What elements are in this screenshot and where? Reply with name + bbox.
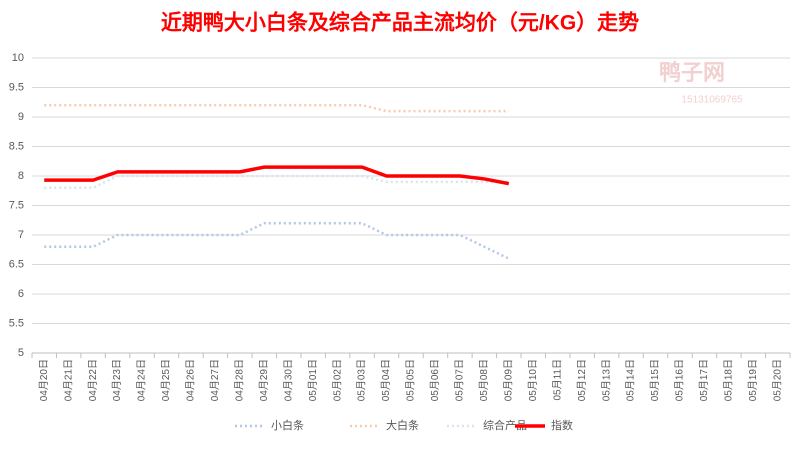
x-tick-label: 05月18日 bbox=[723, 359, 735, 401]
y-tick-label: 9.5 bbox=[9, 81, 24, 93]
x-tick-label: 04月30日 bbox=[282, 359, 294, 401]
x-tick-label: 04月21日 bbox=[62, 359, 74, 401]
y-tick-label: 9 bbox=[18, 111, 24, 123]
legend-label: 大白条 bbox=[386, 418, 419, 432]
x-tick-label: 05月02日 bbox=[331, 359, 343, 401]
legend-label: 指数 bbox=[551, 418, 573, 432]
watermark: 15131069765 bbox=[681, 95, 743, 106]
x-tick-label: 04月27日 bbox=[209, 359, 221, 401]
x-tick-label: 04月26日 bbox=[185, 359, 197, 401]
y-tick-label: 5.5 bbox=[9, 317, 24, 329]
y-tick-label: 5 bbox=[18, 347, 24, 359]
legend-label: 小白条 bbox=[271, 418, 304, 432]
x-tick-label: 05月10日 bbox=[527, 359, 539, 401]
x-tick-label: 05月05日 bbox=[405, 359, 417, 401]
x-tick-label: 05月14日 bbox=[625, 359, 637, 401]
x-tick-label: 05月11日 bbox=[551, 359, 563, 401]
y-tick-label: 8 bbox=[18, 170, 24, 182]
x-tick-label: 05月16日 bbox=[674, 359, 686, 401]
x-tick-label: 05月15日 bbox=[649, 359, 661, 401]
x-tick-label: 05月07日 bbox=[454, 359, 466, 401]
y-tick-label: 8.5 bbox=[9, 140, 24, 152]
x-tick-label: 04月24日 bbox=[136, 359, 148, 401]
y-tick-label: 10 bbox=[12, 52, 24, 64]
x-tick-label: 05月19日 bbox=[747, 359, 759, 401]
x-tick-label: 05月01日 bbox=[307, 359, 319, 401]
chart-title: 近期鸭大小白条及综合产品主流均价（元/KG）走势 bbox=[161, 11, 639, 35]
y-tick-label: 6 bbox=[18, 288, 24, 300]
x-tick-label: 05月12日 bbox=[576, 359, 588, 401]
y-tick-label: 7 bbox=[18, 229, 24, 241]
series-line bbox=[44, 165, 510, 186]
x-tick-label: 04月29日 bbox=[258, 359, 270, 401]
x-tick-label: 05月20日 bbox=[771, 359, 783, 401]
x-tick-label: 05月08日 bbox=[478, 359, 490, 401]
watermark: 鸭子网 bbox=[659, 60, 725, 85]
series-line bbox=[44, 103, 509, 113]
y-tick-label: 7.5 bbox=[9, 199, 24, 211]
series-line bbox=[44, 221, 510, 260]
legend-label: 综合产品 bbox=[483, 418, 527, 432]
x-tick-label: 04月23日 bbox=[111, 359, 123, 401]
x-tick-label: 05月04日 bbox=[380, 359, 392, 401]
x-tick-label: 05月17日 bbox=[698, 359, 710, 401]
x-tick-label: 04月20日 bbox=[38, 359, 50, 401]
y-tick-label: 6.5 bbox=[9, 258, 24, 270]
x-tick-label: 04月28日 bbox=[233, 359, 245, 401]
series-line bbox=[44, 174, 509, 190]
x-tick-label: 05月09日 bbox=[502, 359, 514, 401]
x-tick-label: 05月06日 bbox=[429, 359, 441, 401]
x-tick-label: 05月13日 bbox=[600, 359, 612, 401]
x-tick-label: 04月25日 bbox=[160, 359, 172, 401]
x-tick-label: 04月22日 bbox=[87, 359, 99, 401]
x-tick-label: 05月03日 bbox=[356, 359, 368, 401]
